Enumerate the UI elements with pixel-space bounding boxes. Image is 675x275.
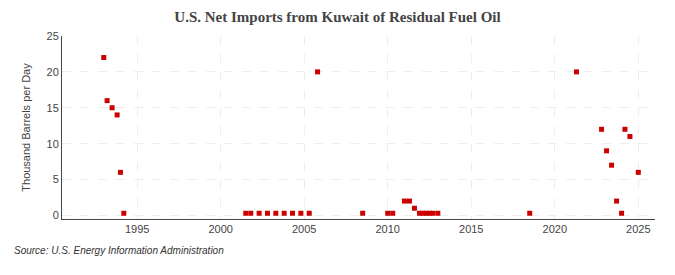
svg-text:2015: 2015 — [459, 223, 483, 235]
svg-text:1995: 1995 — [125, 223, 149, 235]
svg-text:2005: 2005 — [292, 223, 316, 235]
svg-text:25: 25 — [47, 30, 59, 42]
svg-text:2025: 2025 — [626, 223, 650, 235]
svg-text:2020: 2020 — [543, 223, 567, 235]
svg-text:5: 5 — [53, 173, 59, 185]
svg-text:20: 20 — [47, 66, 59, 78]
svg-text:Thousand Barrels per Day: Thousand Barrels per Day — [20, 63, 32, 192]
svg-text:2010: 2010 — [375, 223, 399, 235]
svg-text:15: 15 — [47, 102, 59, 114]
svg-text:0: 0 — [53, 209, 59, 221]
svg-text:Source: U.S. Energy Informatio: Source: U.S. Energy Information Administ… — [14, 245, 224, 256]
svg-text:10: 10 — [47, 138, 59, 150]
svg-text:U.S. Net Imports from Kuwait o: U.S. Net Imports from Kuwait of Residual… — [174, 9, 500, 25]
svg-text:2000: 2000 — [208, 223, 232, 235]
